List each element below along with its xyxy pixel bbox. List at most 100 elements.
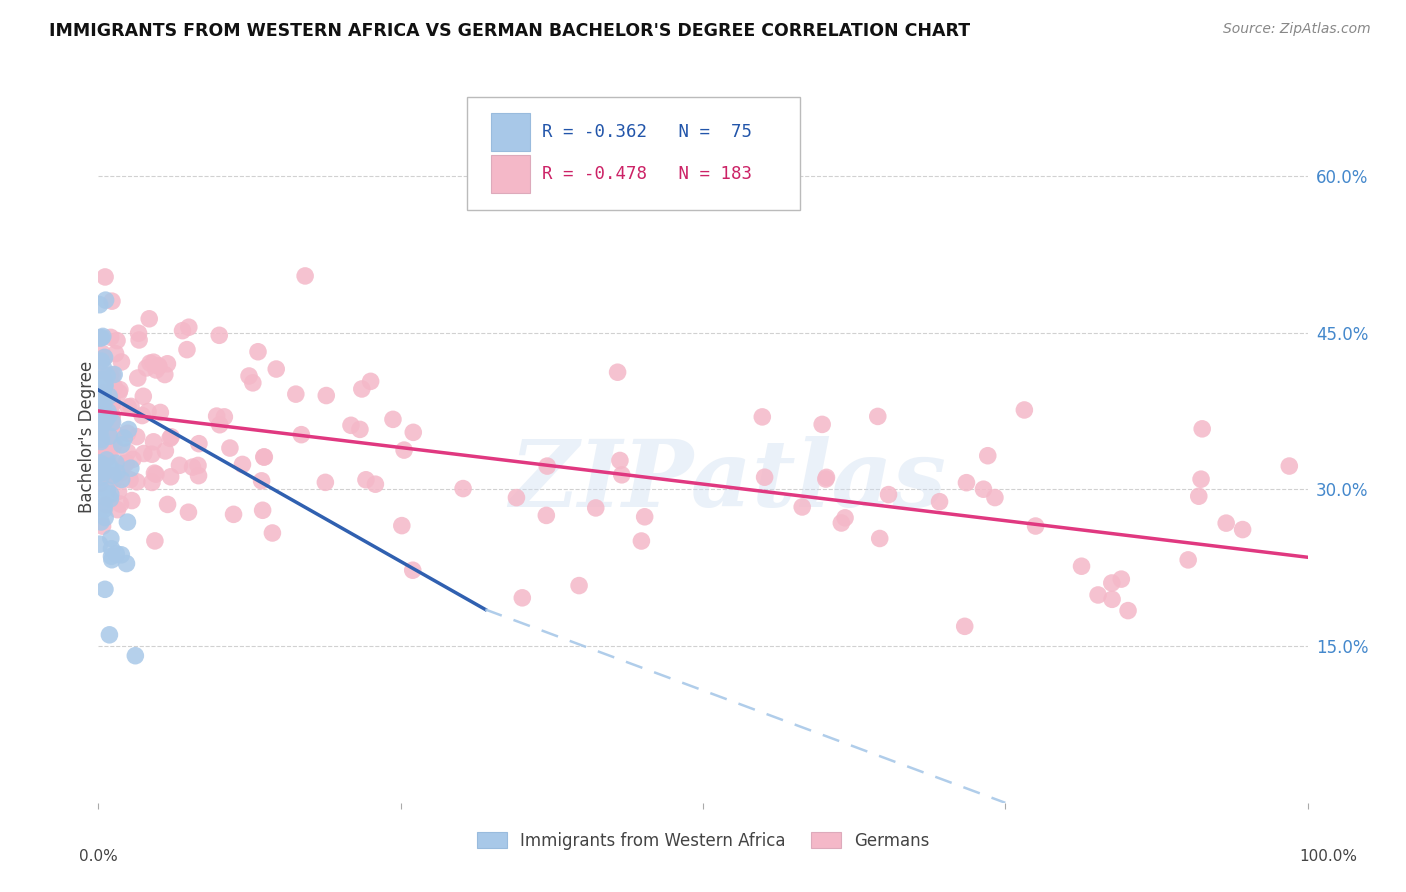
Point [264,362,287,376]
Point [125,430,148,444]
Point [350,382,373,396]
Point [89,462,111,476]
Point [145,467,167,482]
Point [141,475,163,490]
Point [315,388,337,402]
Point [1111,572,1133,586]
Y-axis label: Bachelor's Degree: Bachelor's Degree [79,361,96,513]
Point [97,428,120,442]
Point [391,518,413,533]
Point [219,441,242,455]
Point [1278,458,1301,473]
Point [110,466,132,480]
Point [451,482,474,496]
Point [349,422,371,436]
Point [110,355,132,369]
Point [1025,519,1047,533]
Point [89,364,111,378]
Point [98,368,121,383]
Point [96,453,118,467]
Point [90,331,112,345]
Point [98,628,121,642]
Point [97,450,120,465]
Text: Source: ZipAtlas.com: Source: ZipAtlas.com [1223,22,1371,37]
Point [93,458,115,473]
Point [834,511,856,525]
Point [630,534,652,549]
Point [143,466,166,480]
Point [148,359,170,373]
Point [364,477,387,491]
Point [830,516,852,530]
Point [103,380,125,394]
Point [101,412,124,426]
Point [117,445,139,459]
Point [100,549,122,564]
Point [93,464,115,478]
Point [121,452,143,467]
Point [253,450,276,464]
Point [100,541,122,556]
Point [112,431,135,445]
Point [101,294,124,309]
Point [972,482,994,496]
Point [381,412,404,426]
FancyBboxPatch shape [492,154,530,193]
Point [792,500,814,514]
Legend: Immigrants from Western Africa, Germans: Immigrants from Western Africa, Germans [470,825,936,856]
Point [128,326,150,341]
Point [101,395,124,409]
Point [984,491,1007,505]
Point [100,409,122,424]
FancyBboxPatch shape [467,97,800,211]
Point [100,487,122,501]
Point [96,444,118,458]
Point [93,373,115,387]
Point [953,619,976,633]
Point [91,404,114,418]
Point [142,434,165,449]
Text: IMMIGRANTS FROM WESTERN AFRICA VS GERMAN BACHELOR'S DEGREE CORRELATION CHART: IMMIGRANTS FROM WESTERN AFRICA VS GERMAN… [49,22,970,40]
Point [1215,516,1237,530]
Point [360,375,382,389]
Text: R = -0.362   N =  75: R = -0.362 N = 75 [543,123,752,141]
Point [91,417,114,431]
FancyBboxPatch shape [492,113,530,151]
Point [1189,472,1212,486]
Point [159,431,181,445]
Point [94,490,117,504]
Point [536,459,558,474]
Point [105,502,128,516]
Point [354,473,377,487]
Point [294,268,316,283]
Point [90,409,112,423]
Point [94,269,117,284]
Point [606,365,628,379]
Point [103,368,125,382]
Point [314,475,336,490]
Point [928,494,950,508]
Point [94,462,117,476]
Point [609,453,631,467]
Point [101,408,124,422]
Point [90,434,112,449]
Point [124,648,146,663]
Point [93,502,115,516]
Point [100,491,122,506]
Point [91,432,114,446]
Point [132,446,155,460]
Point [242,376,264,390]
Point [142,355,165,369]
Point [340,418,363,433]
Point [90,408,112,422]
Point [100,417,122,432]
Point [187,468,209,483]
Point [100,418,122,433]
Text: R = -0.478   N = 183: R = -0.478 N = 183 [543,165,752,183]
Point [97,389,120,403]
Point [135,360,157,375]
Point [125,475,148,489]
Point [877,487,900,501]
Point [89,467,111,481]
Point [101,468,124,483]
